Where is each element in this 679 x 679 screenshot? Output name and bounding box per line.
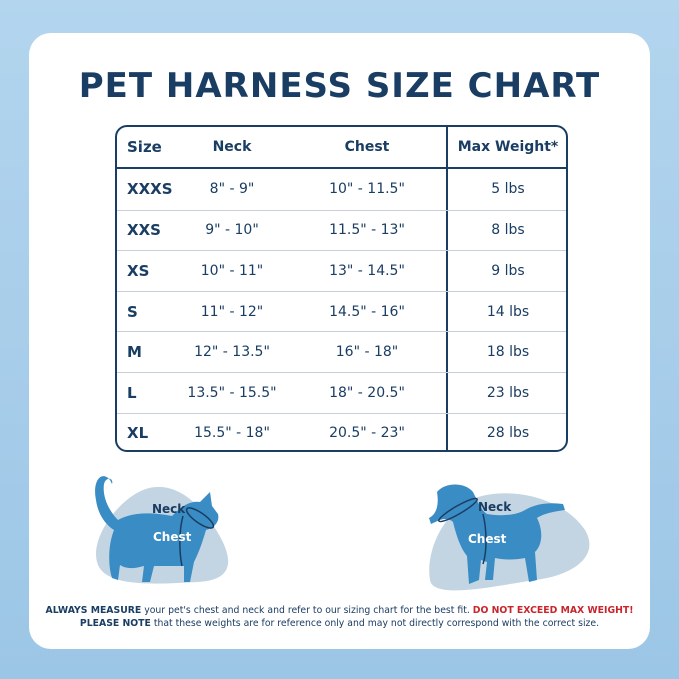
column-divider: [446, 127, 448, 450]
dog-silhouette: [429, 484, 565, 584]
header-neck: Neck: [212, 139, 252, 155]
neck-cell: 15.5" - 18": [194, 425, 270, 442]
size-cell: XXXS: [127, 180, 173, 199]
size-cell: S: [127, 302, 138, 321]
cat-chest-strap: [179, 515, 184, 567]
table-row: S 11" - 12" 14.5" - 16" 14 lbs: [117, 290, 566, 332]
chest-cell: 20.5" - 23": [329, 425, 405, 442]
table-row: XXS 9" - 10" 11.5" - 13" 8 lbs: [117, 209, 566, 251]
table-row: L 13.5" - 15.5" 18" - 20.5" 23 lbs: [117, 372, 566, 413]
header-max-weight: Max Weight*: [457, 139, 559, 155]
size-cell: L: [127, 383, 137, 402]
dog-illustration: [429, 484, 590, 591]
dog-neck-strap: [438, 497, 478, 523]
footer-measure-text: your pet's chest and neck and refer to o…: [141, 605, 473, 616]
max-weight-cell: 8 lbs: [491, 222, 525, 239]
max-weight-cell: 23 lbs: [486, 384, 530, 401]
neck-cell: 9" - 10": [205, 222, 259, 239]
max-weight-cell: 28 lbs: [486, 425, 530, 442]
size-cell: M: [127, 343, 142, 362]
cat-illustration: [95, 476, 229, 584]
footer-line-1: ALWAYS MEASURE your pet's chest and neck…: [0, 605, 679, 616]
neck-cell: 12" - 13.5": [194, 344, 270, 361]
table-row: XL 15.5" - 18" 20.5" - 23" 28 lbs: [117, 412, 566, 450]
dog-neck-label: Neck: [478, 500, 512, 514]
neck-cell: 11" - 12": [200, 303, 264, 320]
cat-neck-label: Neck: [152, 502, 186, 516]
footer-please-note: PLEASE NOTE: [79, 618, 151, 629]
cat-chest-label: Chest: [153, 530, 192, 544]
footer-line-2: PLEASE NOTE that these weights are for r…: [0, 618, 679, 629]
max-weight-cell: 5 lbs: [491, 181, 525, 198]
dog-chest-strap: [482, 513, 487, 565]
chest-cell: 18" - 20.5": [329, 384, 405, 401]
footer-always-measure: ALWAYS MEASURE: [45, 605, 142, 616]
max-weight-cell: 9 lbs: [491, 262, 525, 279]
footer-note-text: that these weights are for reference onl…: [150, 618, 600, 629]
table-row: XS 10" - 11" 13" - 14.5" 9 lbs: [117, 250, 566, 291]
chest-cell: 16" - 18": [335, 344, 399, 361]
max-weight-cell: 18 lbs: [486, 344, 530, 361]
chest-cell: 11.5" - 13": [329, 222, 405, 239]
neck-cell: 13.5" - 15.5": [187, 384, 277, 401]
header-size: Size: [127, 138, 162, 156]
footer-warning: DO NOT EXCEED MAX WEIGHT!: [472, 605, 634, 616]
table-header: Size Neck Chest Max Weight*: [117, 127, 566, 169]
size-cell: XS: [127, 261, 150, 280]
neck-cell: 10" - 11": [200, 262, 264, 279]
size-cell: XL: [127, 424, 149, 443]
cat-neck-strap: [185, 507, 215, 529]
neck-cell: 8" - 9": [209, 181, 255, 198]
table-row: M 12" - 13.5" 16" - 18" 18 lbs: [117, 331, 566, 372]
page-title: PET HARNESS SIZE CHART: [78, 66, 601, 106]
chest-cell: 14.5" - 16": [329, 303, 405, 320]
size-cell: XXS: [127, 221, 161, 240]
chest-cell: 13" - 14.5": [329, 262, 405, 279]
cat-silhouette: [95, 476, 219, 582]
dog-chest-label: Chest: [468, 532, 507, 546]
chest-cell: 10" - 11.5": [329, 181, 405, 198]
max-weight-cell: 14 lbs: [486, 303, 530, 320]
table-row: XXXS 8" - 9" 10" - 11.5" 5 lbs: [117, 169, 566, 210]
header-chest: Chest: [344, 139, 390, 155]
size-table: Size Neck Chest Max Weight* XXXS 8" - 9" 1…: [115, 125, 568, 452]
